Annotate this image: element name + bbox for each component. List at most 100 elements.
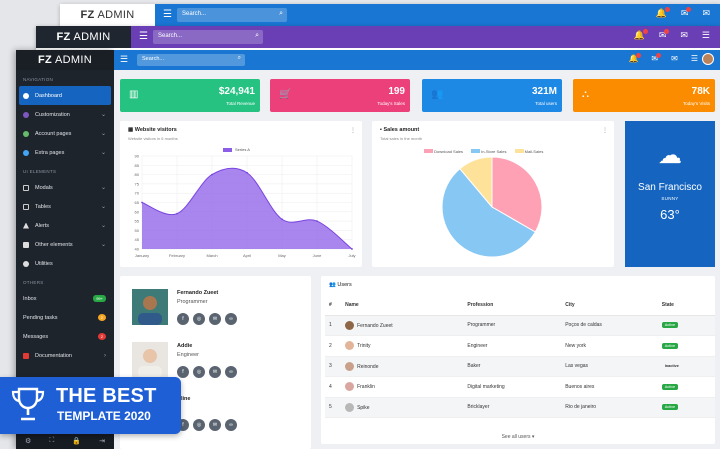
table-cell: Programmer — [463, 315, 562, 336]
table-row[interactable]: 4 Franklin Digital marketing Buenos aires Ac… — [325, 376, 715, 398]
topbar: ☰ Search... ⌕ 🔔 ✉ ✉ ☰ — [131, 26, 720, 48]
column-header[interactable]: State — [657, 295, 715, 316]
extra-pages-icon — [23, 149, 29, 156]
data-point[interactable] — [351, 248, 353, 250]
list-icon[interactable]: ☰ — [701, 30, 710, 40]
users-icon: 👥 — [431, 89, 444, 100]
sidebar-item-customization[interactable]: Customization ⌄ — [16, 105, 114, 124]
data-point[interactable] — [246, 171, 248, 174]
pie-slice[interactable] — [441, 167, 536, 258]
stat-card-users[interactable]: 👥 321M Total users — [422, 79, 562, 112]
column-header[interactable]: # — [325, 295, 342, 316]
elements-icon — [23, 241, 29, 248]
sidebar-item-inbox[interactable]: Inbox 99+ — [16, 289, 114, 308]
table-row[interactable]: 1 Fernando Zueet Programmer Poços de caldas… — [325, 315, 715, 336]
menu-icon[interactable]: ☰ — [120, 54, 129, 64]
cart-icon: 🛒 — [279, 89, 292, 100]
instagram-icon[interactable]: ◎ — [193, 313, 205, 325]
x-tick-label: March — [206, 253, 217, 258]
sidebar-item-documentation[interactable]: Documentation › — [16, 346, 114, 365]
x-tick-label: July — [348, 253, 355, 258]
avatar[interactable] — [702, 53, 714, 65]
table-row[interactable]: 2 Trinity Engineer New york Active — [325, 335, 715, 357]
status-cell: Active — [657, 335, 715, 357]
chat-icon[interactable]: ✉ — [680, 7, 691, 18]
user-name-cell: Fernando Zueet — [341, 315, 464, 336]
mail-icon[interactable]: ✉ — [209, 313, 221, 325]
table-row[interactable]: 5 Spike Bricklayer Rio de janeiro Active — [325, 397, 715, 418]
more-options-icon[interactable]: ⋮ — [602, 128, 608, 134]
table-cell: Bricklayer — [463, 397, 562, 418]
customization-icon — [23, 111, 29, 118]
notification-bell-icon[interactable]: 🔔 — [633, 29, 649, 40]
data-point[interactable] — [141, 201, 143, 204]
sidebar-item-utilities[interactable]: Utilities — [16, 254, 114, 273]
link-icon[interactable]: ∞ — [225, 419, 237, 431]
column-header[interactable]: Name — [341, 295, 464, 316]
mail-icon[interactable]: ✉ — [209, 366, 221, 378]
data-point[interactable] — [176, 212, 178, 215]
sidebar-item-dashboard[interactable]: Dashboard — [19, 86, 111, 105]
profile-job: Engineer — [177, 352, 200, 358]
settings-icon[interactable]: ⚙ — [25, 438, 32, 445]
x-tick-label: April — [243, 253, 251, 258]
mail-icon[interactable]: ✉ — [680, 30, 688, 40]
chat-icon[interactable]: ✉ — [658, 29, 669, 40]
user-avatar — [345, 402, 355, 412]
table-cell: 2 — [325, 335, 342, 357]
status-cell: Active — [657, 376, 715, 398]
status-badge: Inactive — [664, 364, 679, 369]
list-icon[interactable]: ☰ — [690, 54, 698, 63]
x-tick-label: January — [135, 253, 149, 258]
brand-logo: FZ ADMIN — [16, 50, 114, 70]
column-header[interactable]: City — [561, 295, 658, 316]
sidebar-item-pending-tasks[interactable]: Pending tasks 2 — [16, 308, 114, 327]
menu-icon[interactable]: ☰ — [139, 31, 148, 42]
fullscreen-icon[interactable]: ⛶ — [49, 437, 55, 444]
promo-subtitle: TEMPLATE 2020 — [57, 409, 151, 423]
data-point[interactable] — [316, 220, 318, 222]
data-point[interactable] — [211, 173, 213, 176]
facebook-icon[interactable]: f — [177, 366, 189, 378]
sidebar-item-alerts[interactable]: Alerts ⌄ — [16, 216, 114, 235]
link-icon[interactable]: ∞ — [225, 366, 237, 378]
data-point[interactable] — [281, 218, 283, 221]
stat-card-revenue[interactable]: ▥ $24,941 Total Revenue — [120, 79, 260, 112]
table-row[interactable]: 3 Reinonde Baker Las vegas Inactive — [325, 356, 715, 377]
sidebar-item-tables[interactable]: Tables ⌄ — [16, 197, 114, 216]
sidebar-item-account-pages[interactable]: Account pages ⌄ — [16, 124, 114, 143]
instagram-icon[interactable]: ◎ — [193, 419, 205, 431]
pie-slice[interactable] — [459, 156, 493, 209]
mail-icon[interactable]: ✉ — [671, 54, 678, 63]
sidebar-item-messages[interactable]: Messages 2 — [16, 327, 114, 346]
more-options-icon[interactable]: ⋮ — [350, 128, 356, 134]
link-icon[interactable]: ∞ — [225, 313, 237, 325]
mail-icon[interactable]: ✉ — [209, 419, 221, 431]
y-tick-label: 75 — [135, 181, 140, 186]
see-all-users-link[interactable]: See all users ▾ — [501, 434, 535, 440]
lock-icon[interactable]: 🔒 — [72, 438, 82, 445]
search-input[interactable]: Search... ⌕ — [153, 30, 263, 44]
sidebar-item-modals[interactable]: Modals ⌄ — [16, 178, 114, 197]
column-header[interactable]: Profession — [463, 295, 562, 316]
logout-icon[interactable]: ⇥ — [99, 438, 105, 445]
menu-icon[interactable]: ☰ — [163, 9, 172, 20]
instagram-icon[interactable]: ◎ — [193, 366, 205, 378]
mail-icon[interactable]: ✉ — [702, 8, 710, 18]
pie-slice[interactable] — [491, 156, 543, 233]
weather-city: San Francisco — [638, 182, 702, 193]
facebook-icon[interactable]: f — [177, 313, 189, 325]
topbar: ☰ Search... ⌕ 🔔 ✉ ✉ ☰ — [114, 50, 720, 70]
notification-bell-icon[interactable]: 🔔 — [655, 7, 671, 18]
chat-icon[interactable]: ✉ — [651, 53, 661, 63]
sidebar-item-other-elements[interactable]: Other elements ⌄ — [16, 235, 114, 254]
visitors-card: ▦ Website visitors Website visitors in 6… — [120, 121, 362, 267]
y-tick-label: 80 — [135, 172, 140, 177]
search-input[interactable]: Search... ⌕ — [177, 8, 287, 22]
search-input[interactable]: Search... ⌕ — [137, 54, 245, 66]
stat-card-sales[interactable]: 🛒 199 Today's Sales — [270, 79, 410, 112]
stat-card-visits[interactable]: ⛬ 78K Today's Visits — [573, 79, 715, 112]
notification-bell-icon[interactable]: 🔔 — [628, 53, 642, 63]
user-name-cell: Franklin — [341, 376, 464, 398]
sidebar-item-extra-pages[interactable]: Extra pages ⌄ — [16, 143, 114, 162]
